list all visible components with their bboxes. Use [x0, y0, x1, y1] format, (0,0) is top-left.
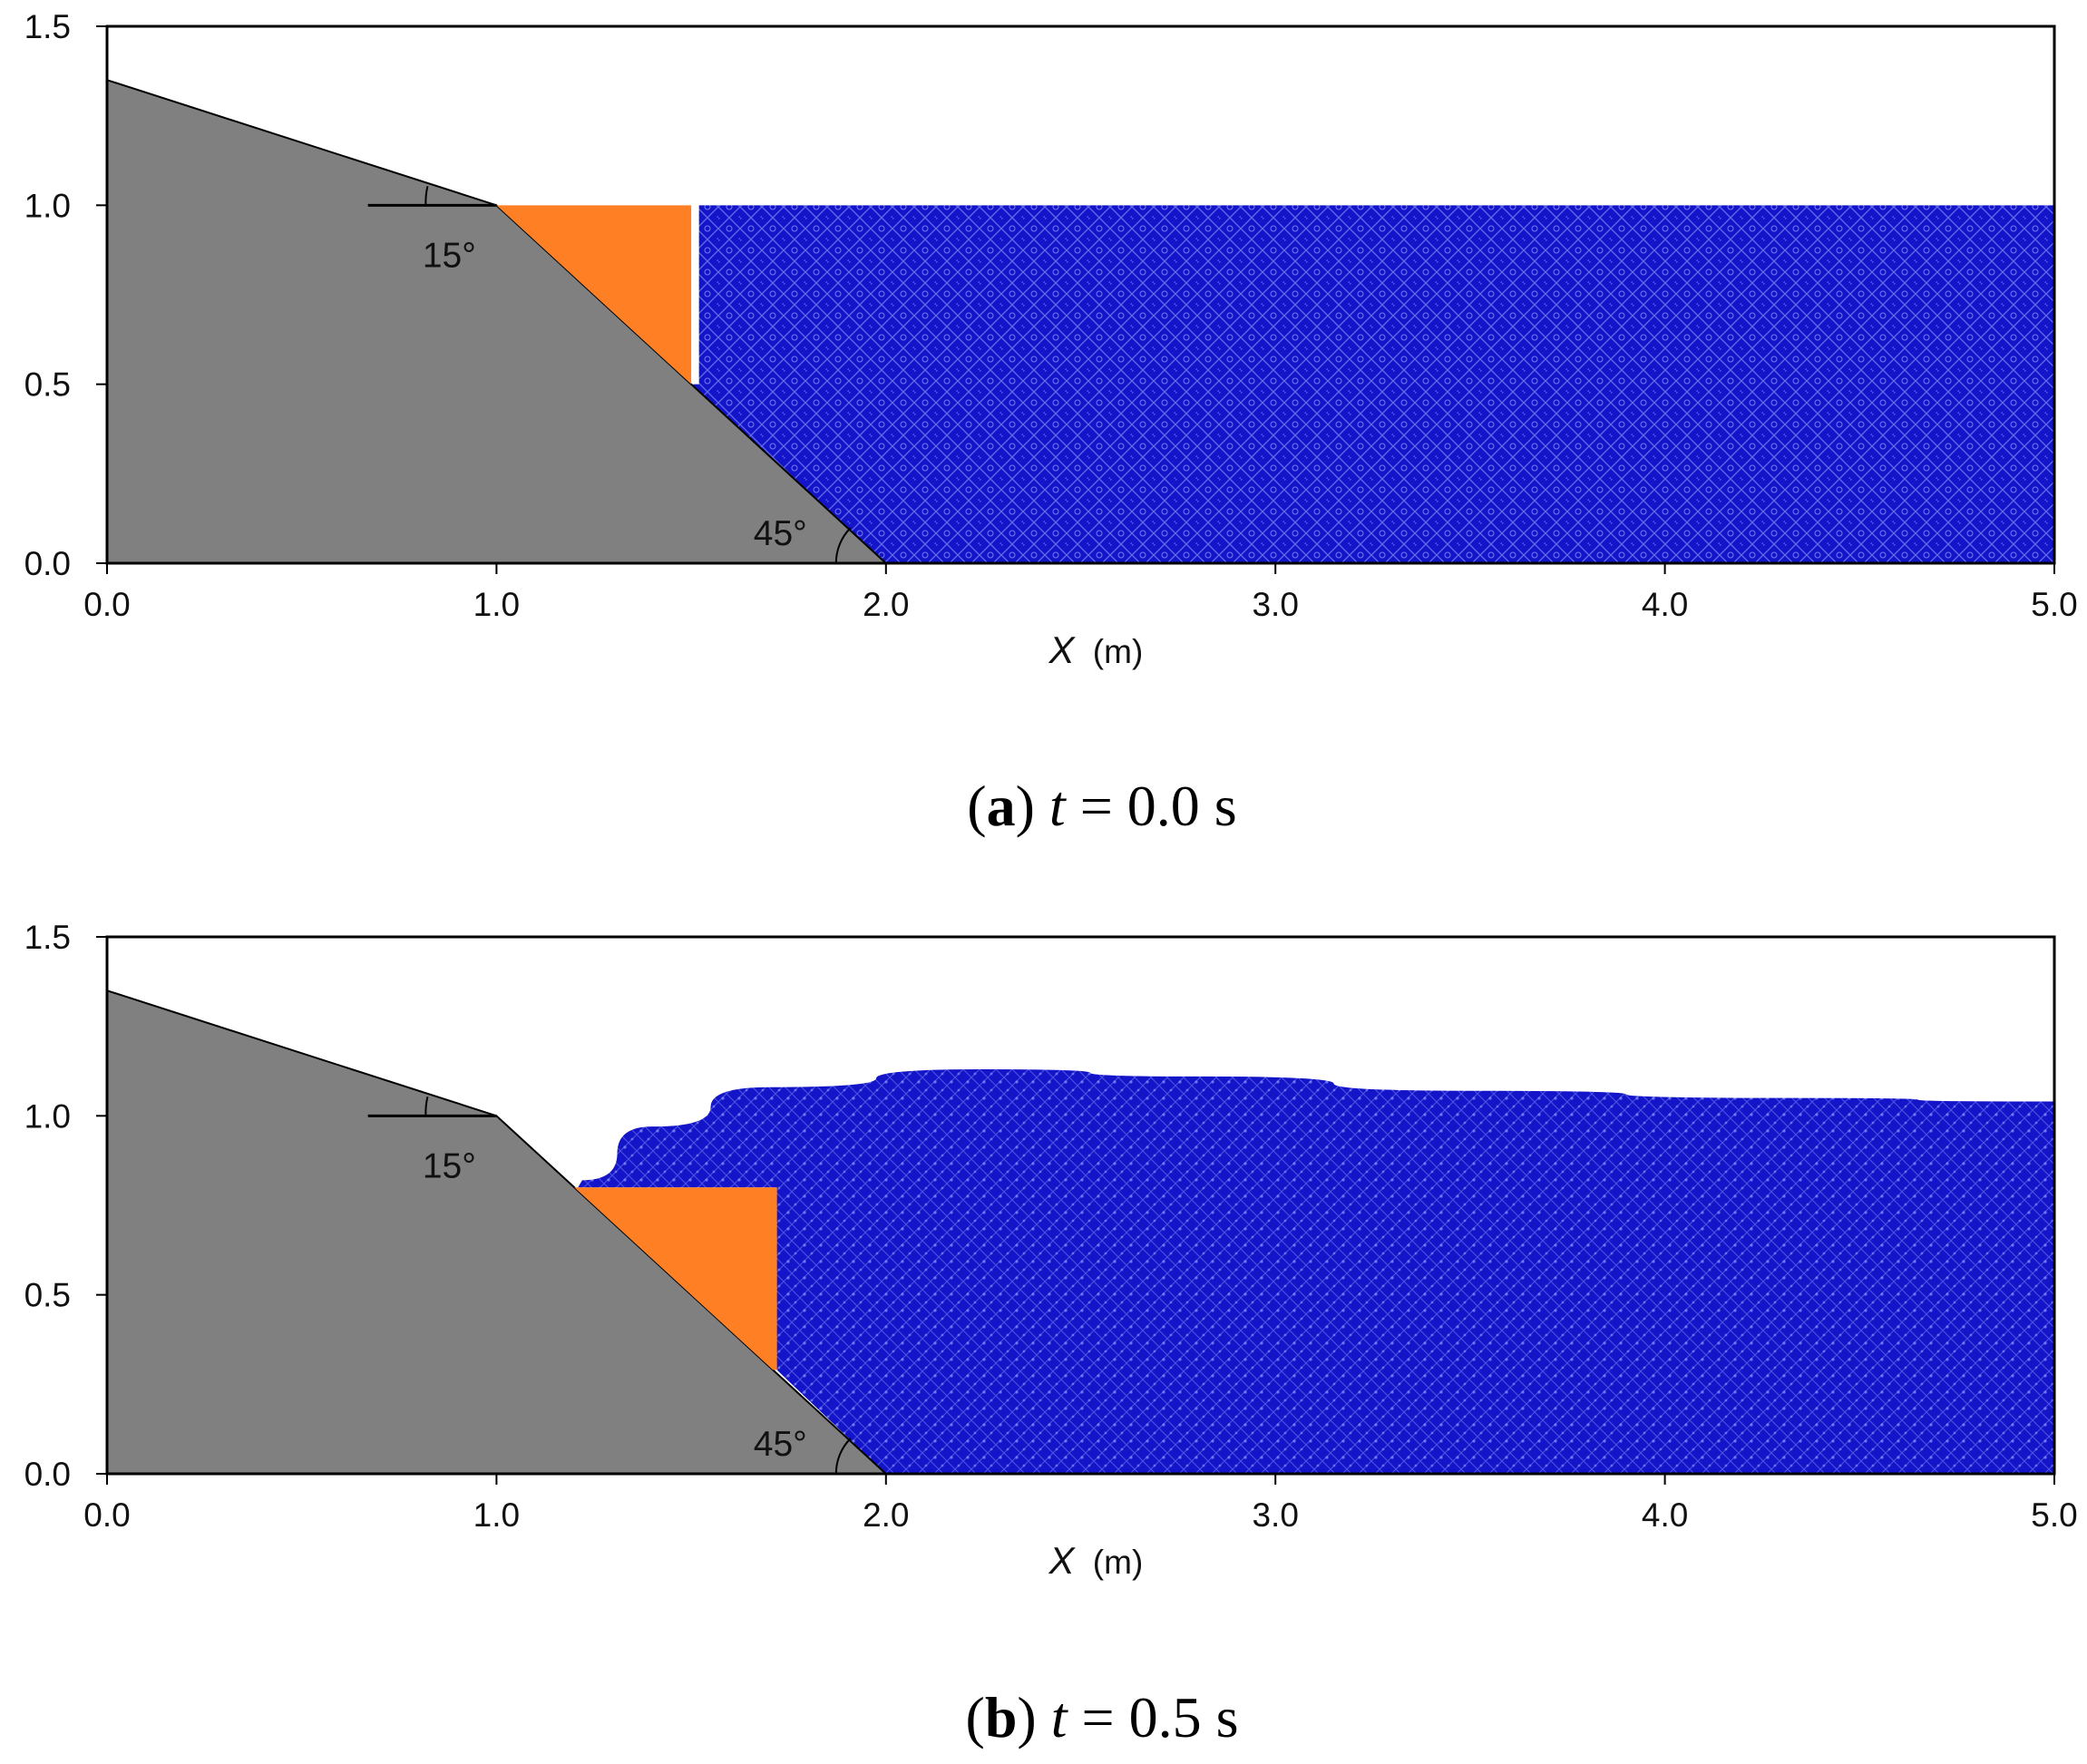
panel-b-lower-angle-label: 45° [754, 1425, 807, 1464]
panel-a-x-tick-label: 4.0 [1642, 586, 1688, 623]
panel-a-caption-close: ) [1016, 774, 1049, 838]
panel-b-water [578, 1069, 2054, 1474]
panel-b-y-tick-label: 0.0 [24, 1456, 71, 1493]
panel-a: 15° 45° 0.0 1.0 2.0 3.0 4.0 5.0 0.00.51.01.5 … [24, 8, 2078, 838]
panel-a-x-tick-label: 3.0 [1252, 586, 1298, 623]
panel-a-x-tick-label: 5.0 [2031, 586, 2077, 623]
panel-b-x-tick-label: 5.0 [2031, 1496, 2077, 1534]
panel-a-upper-angle-label: 15° [423, 236, 476, 275]
panel-b-y-tick-label: 0.5 [24, 1277, 71, 1314]
panel-a-y-tick-label: 1.0 [24, 187, 71, 224]
panel-b-caption: (b) t = 0.5 s [966, 1685, 1239, 1749]
panel-b-lower-angle-arc [834, 1438, 852, 1475]
panel-b-x-tick-label: 3.0 [1252, 1496, 1298, 1534]
panel-a-x-tick-label: 1.0 [473, 586, 520, 623]
panel-b-angle-marks [367, 1096, 852, 1475]
panel-a-x-axis-unit: (m) [1093, 633, 1143, 670]
panel-b-x-tick-label: 1.0 [473, 1496, 520, 1534]
panel-b-y-tick-label: 1.0 [24, 1097, 71, 1135]
panel-a-y-tick-label: 1.5 [24, 8, 71, 45]
panel-a-caption-letter: a [987, 774, 1016, 838]
panel-a-y-tick-label: 0.0 [24, 545, 71, 582]
panel-b-caption-close: ) [1017, 1685, 1050, 1749]
panel-a-x-tick-label: 0.0 [83, 586, 130, 623]
panel-a-block [496, 205, 692, 385]
panel-a-caption-var: t [1049, 774, 1068, 838]
panel-b-frame [105, 935, 2056, 1476]
panel-a-caption-open: ( [967, 774, 986, 838]
panel-b-x-ticks: 0.0 1.0 2.0 3.0 4.0 5.0 [83, 1474, 2078, 1534]
panel-a-lower-angle-arc [834, 527, 852, 564]
panel-a-x-ticks: 0.0 1.0 2.0 3.0 4.0 5.0 [83, 563, 2078, 623]
panel-a-lower-angle-label: 45° [754, 514, 807, 553]
panel-b-block [574, 1187, 777, 1370]
panel-b-y-tick-label: 1.5 [24, 919, 71, 956]
panel-b-x-tick-label: 2.0 [863, 1496, 909, 1534]
panel-a-x-axis-var: X [1048, 629, 1077, 671]
panel-a-caption: (a) t = 0.0 s [967, 774, 1236, 838]
panel-b: 15° 45° 0.0 1.0 2.0 3.0 4.0 5.0 0.00.51.01.5 … [24, 919, 2078, 1749]
panel-b-caption-letter: b [985, 1685, 1018, 1749]
panel-a-caption-value: = 0.0 s [1066, 774, 1237, 838]
panel-a-water [691, 205, 2054, 564]
panel-b-caption-var: t [1051, 1685, 1069, 1749]
panel-b-y-ticks: 0.0 0.5 1.0 1.5 [24, 919, 107, 1493]
panel-b-caption-open: ( [966, 1685, 985, 1749]
panel-a-y-tick-label: 0.5 [24, 366, 71, 404]
panel-b-x-axis-unit: (m) [1093, 1544, 1143, 1581]
panel-b-x-axis-var: X [1048, 1539, 1077, 1582]
panel-a-upper-angle-arc [424, 186, 429, 206]
panel-a-x-axis-label: X (m) [1048, 629, 1144, 671]
panel-b-upper-angle-arc [424, 1096, 429, 1116]
panel-a-frame [105, 24, 2056, 565]
panel-b-x-axis-label: X (m) [1048, 1539, 1144, 1582]
panel-b-caption-value: = 0.5 s [1068, 1685, 1239, 1749]
panel-a-x-tick-label: 2.0 [863, 586, 909, 623]
panel-b-x-tick-label: 4.0 [1642, 1496, 1688, 1534]
panel-a-y-ticks: 0.0 0.5 1.0 1.5 [24, 8, 107, 582]
panel-b-upper-angle-label: 15° [423, 1146, 476, 1185]
panel-b-x-tick-label: 0.0 [83, 1496, 130, 1534]
panel-a-angle-marks [367, 186, 852, 564]
